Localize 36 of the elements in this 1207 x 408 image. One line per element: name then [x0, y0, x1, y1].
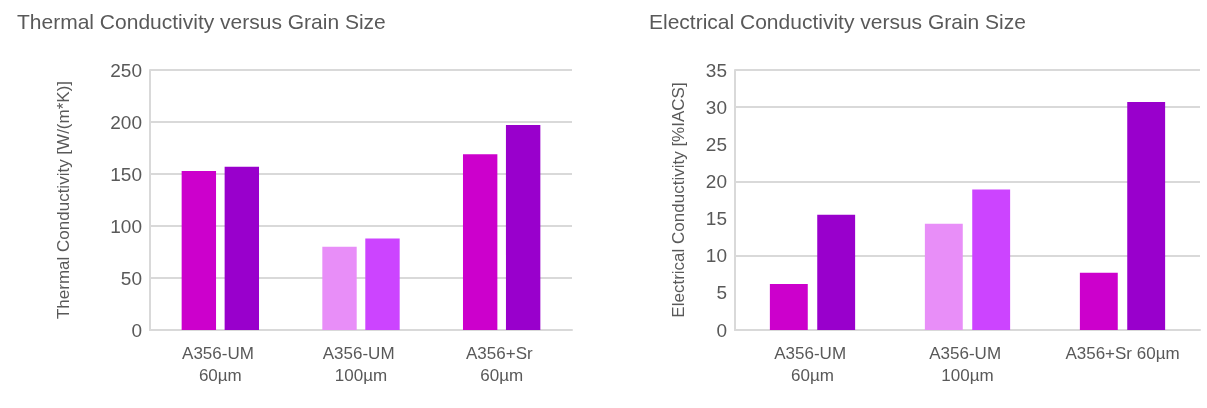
bar [322, 246, 357, 330]
y-tick-label: 0 [131, 319, 142, 341]
bar [769, 283, 808, 330]
y-tick-label: 20 [705, 170, 727, 192]
y-tick-label: 35 [705, 59, 727, 81]
x-tick-label: A356-UM 60µm [182, 343, 259, 385]
y-tick-label: 30 [705, 96, 727, 118]
x-tick-label: A356-UM 100µm [322, 343, 400, 385]
y-tick-label: 100 [110, 215, 142, 237]
bar [181, 170, 217, 330]
chart-title: Electrical Conductivity versus Grain Size [649, 10, 1026, 33]
y-axis-title: Thermal Conductivity [W/(m*K)] [53, 80, 73, 320]
x-tick-label: A356-UM 100µm [929, 343, 1006, 385]
chart-title: Thermal Conductivity versus Grain Size [17, 10, 386, 33]
y-axis-title: Electrical Conductivity [%IACS] [668, 82, 688, 318]
y-tick-label: 15 [705, 208, 727, 230]
x-tick-label: A356+Sr 60µm [465, 343, 538, 385]
y-tick-label: 200 [110, 111, 142, 133]
bar [1127, 101, 1166, 330]
bar [972, 189, 1011, 330]
y-tick-label: 50 [120, 267, 142, 289]
bar [224, 166, 260, 330]
bar [365, 238, 400, 330]
y-tick-label: 250 [110, 59, 142, 81]
y-tick-label: 10 [705, 245, 727, 267]
y-tick-label: 150 [110, 163, 142, 185]
y-tick-label: 5 [716, 282, 727, 304]
bar [505, 125, 541, 330]
x-tick-label: A356-UM 60µm [774, 343, 851, 385]
y-tick-label: 0 [716, 319, 727, 341]
x-tick-label: A356+Sr 60µm [1065, 343, 1180, 363]
y-tick-label: 25 [705, 133, 727, 155]
bar [817, 214, 856, 330]
bar [462, 154, 498, 330]
bar [1079, 272, 1118, 330]
bar [924, 223, 963, 330]
